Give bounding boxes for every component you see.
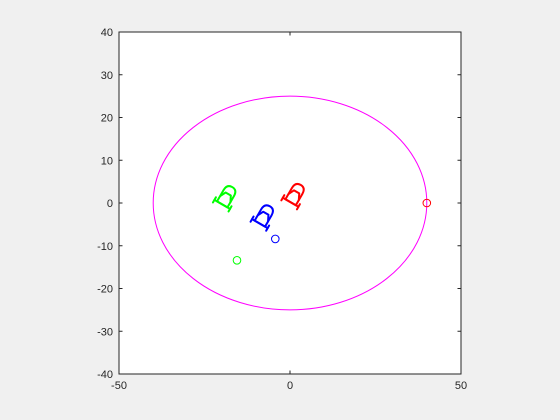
x-tick-label: 50 [455, 380, 467, 392]
y-tick-label: 20 [101, 113, 113, 125]
vehicle-marker [280, 182, 305, 211]
vehicle-wheel [280, 194, 286, 202]
vehicle-axle [281, 196, 300, 208]
vehicle-wheel [265, 224, 271, 232]
vehicles [211, 182, 305, 232]
y-tick-label: 40 [101, 27, 113, 39]
ellipse-path [152, 95, 428, 311]
target-point [422, 198, 432, 208]
vehicle-wheel [295, 203, 301, 211]
y-tick-label: -40 [97, 369, 113, 381]
x-tick-label: -50 [111, 380, 127, 392]
vehicle-marker [249, 204, 274, 232]
target-markers [232, 198, 432, 265]
x-tick-labels: -50 0 50 [111, 380, 467, 392]
y-tick-label: 30 [101, 70, 113, 82]
vehicle-body [284, 182, 305, 207]
vehicle-cabin [219, 191, 232, 204]
y-tick-label: -10 [97, 241, 113, 253]
vehicle-body [216, 185, 237, 209]
target-point [232, 255, 242, 265]
y-tick-label: 10 [101, 155, 113, 167]
y-tick-labels: 40 30 20 10 0 -10 -20 -30 -40 [97, 27, 113, 381]
y-tick-label: -20 [97, 284, 113, 296]
vehicle-wheel [211, 196, 217, 204]
vehicle-cabin [287, 189, 301, 202]
vehicle-body [253, 204, 274, 228]
vehicle-marker [211, 185, 237, 213]
vehicle-axle [213, 198, 232, 210]
vehicle-wheel [227, 205, 233, 213]
target-point [270, 234, 280, 244]
y-tick-label: 0 [107, 198, 113, 210]
vehicle-cabin [256, 210, 270, 223]
axes-box [118, 31, 462, 375]
x-tick-label: 0 [287, 380, 293, 392]
vehicle-axle [251, 218, 269, 230]
axis-ticks [118, 31, 462, 375]
vehicle-wheel [249, 215, 255, 223]
y-tick-label: -30 [97, 326, 113, 338]
